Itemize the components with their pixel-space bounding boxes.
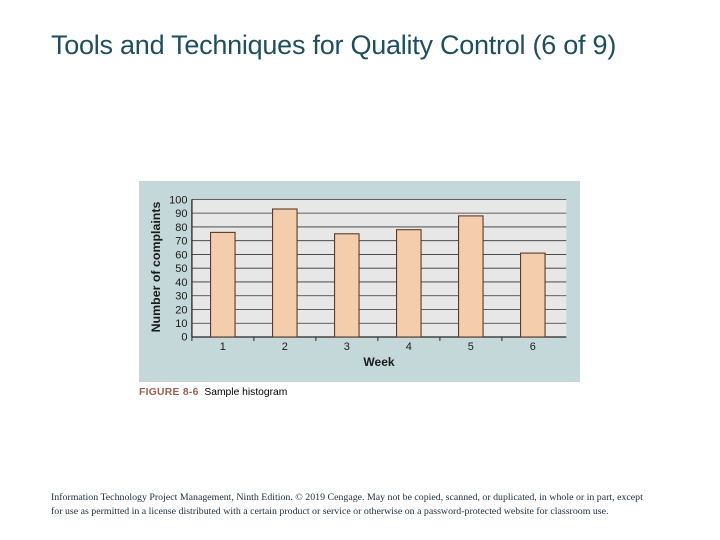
svg-text:80: 80 [175,222,187,234]
svg-text:5: 5 [468,341,474,353]
svg-text:100: 100 [169,194,187,206]
svg-text:Number of complaints: Number of complaints [149,201,163,332]
svg-text:30: 30 [175,291,187,303]
svg-text:Week: Week [363,355,394,369]
svg-text:3: 3 [344,341,350,353]
svg-text:6: 6 [530,341,536,353]
svg-text:50: 50 [175,263,187,275]
svg-text:2: 2 [282,341,288,353]
svg-text:70: 70 [175,236,187,248]
svg-text:1: 1 [220,341,226,353]
svg-text:0: 0 [181,332,187,344]
svg-text:20: 20 [175,304,187,316]
svg-text:90: 90 [175,208,187,220]
svg-text:10: 10 [175,318,187,330]
svg-text:4: 4 [406,341,412,353]
svg-text:60: 60 [175,249,187,261]
svg-text:40: 40 [175,277,187,289]
